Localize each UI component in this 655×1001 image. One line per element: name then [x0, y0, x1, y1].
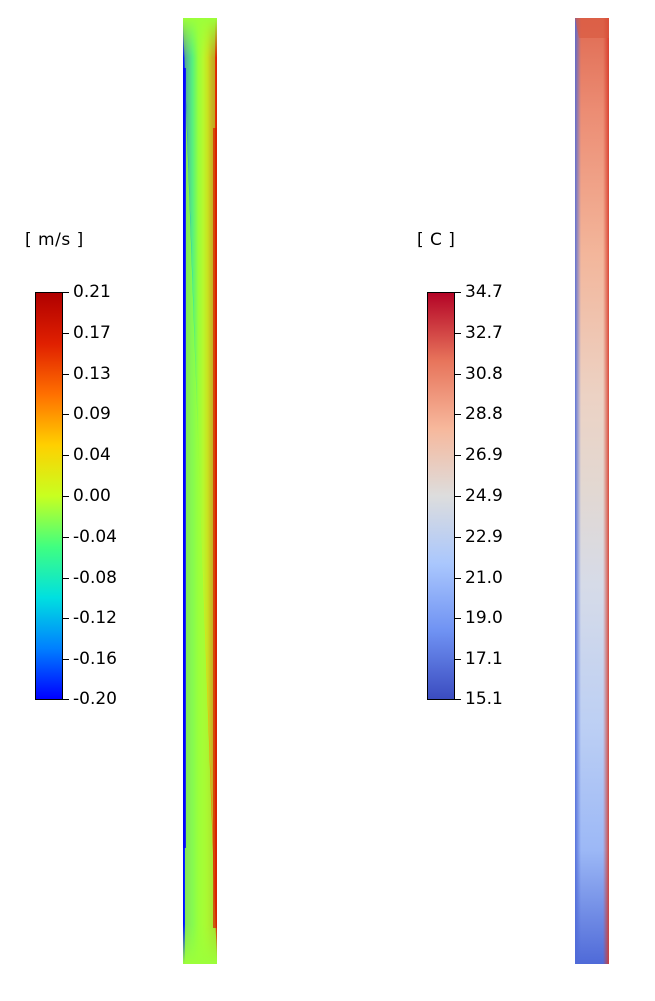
temperature-tick	[455, 496, 461, 497]
velocity-tick-label: 0.09	[73, 404, 111, 424]
velocity-tick-label: 0.13	[73, 364, 111, 384]
velocity-cold-wall	[183, 68, 186, 848]
temperature-tick	[455, 578, 461, 579]
velocity-tick	[63, 414, 69, 415]
temperature-tick-label: 24.9	[465, 486, 503, 506]
velocity-tick-label: 0.04	[73, 445, 111, 465]
temperature-field-plot	[575, 18, 609, 964]
temperature-tick-label: 17.1	[465, 649, 503, 669]
velocity-tick-label: 0.21	[73, 282, 111, 302]
temperature-tick-label: 19.0	[465, 608, 503, 628]
velocity-unit-label: [ m/s ]	[25, 230, 84, 250]
temperature-tick	[455, 333, 461, 334]
temperature-hot-edge	[603, 18, 609, 964]
temperature-tick	[455, 414, 461, 415]
temperature-tick	[455, 374, 461, 375]
velocity-tick	[63, 659, 69, 660]
velocity-hot-wall	[213, 128, 217, 928]
velocity-field-plot	[183, 18, 217, 964]
velocity-tick-label: -0.08	[73, 568, 117, 588]
temperature-tick-label: 28.8	[465, 404, 503, 424]
velocity-tick	[63, 578, 69, 579]
velocity-top-fade	[183, 18, 217, 58]
velocity-tick-label: -0.12	[73, 608, 117, 628]
temperature-tick	[455, 699, 461, 700]
temperature-cold-edge	[575, 18, 581, 964]
temperature-tick-label: 32.7	[465, 323, 503, 343]
velocity-tick-label: -0.20	[73, 689, 117, 709]
temperature-tick	[455, 292, 461, 293]
temperature-tick-label: 22.9	[465, 527, 503, 547]
velocity-tick-label: -0.16	[73, 649, 117, 669]
velocity-colorbar	[35, 292, 63, 700]
temperature-tick-label: 30.8	[465, 364, 503, 384]
temperature-tick	[455, 618, 461, 619]
velocity-tick-label: 0.00	[73, 486, 111, 506]
velocity-tick-label: -0.04	[73, 527, 117, 547]
temperature-colorbar	[427, 292, 455, 700]
velocity-right-core-wedge	[183, 18, 215, 898]
temperature-tick-label: 15.1	[465, 689, 503, 709]
velocity-tick	[63, 537, 69, 538]
temperature-tick-label: 21.0	[465, 568, 503, 588]
temperature-tick	[455, 537, 461, 538]
velocity-tick	[63, 333, 69, 334]
temperature-top-wedge	[575, 18, 609, 38]
velocity-tick	[63, 292, 69, 293]
velocity-tick-label: 0.17	[73, 323, 111, 343]
velocity-tick	[63, 374, 69, 375]
velocity-tick	[63, 455, 69, 456]
temperature-tick	[455, 659, 461, 660]
temperature-tick	[455, 455, 461, 456]
velocity-bottom-fade	[183, 924, 217, 964]
velocity-tick	[63, 618, 69, 619]
velocity-tick	[63, 699, 69, 700]
temperature-tick-label: 26.9	[465, 445, 503, 465]
temperature-unit-label: [ C ]	[417, 230, 456, 250]
velocity-tick	[63, 496, 69, 497]
velocity-left-core-wedge	[185, 78, 217, 964]
temperature-tick-label: 34.7	[465, 282, 503, 302]
